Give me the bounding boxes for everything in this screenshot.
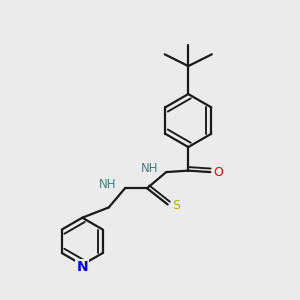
Text: O: O: [213, 166, 223, 178]
Text: NH: NH: [99, 178, 117, 191]
Text: NH: NH: [141, 162, 158, 175]
Text: N: N: [76, 260, 88, 274]
Text: S: S: [172, 200, 181, 212]
